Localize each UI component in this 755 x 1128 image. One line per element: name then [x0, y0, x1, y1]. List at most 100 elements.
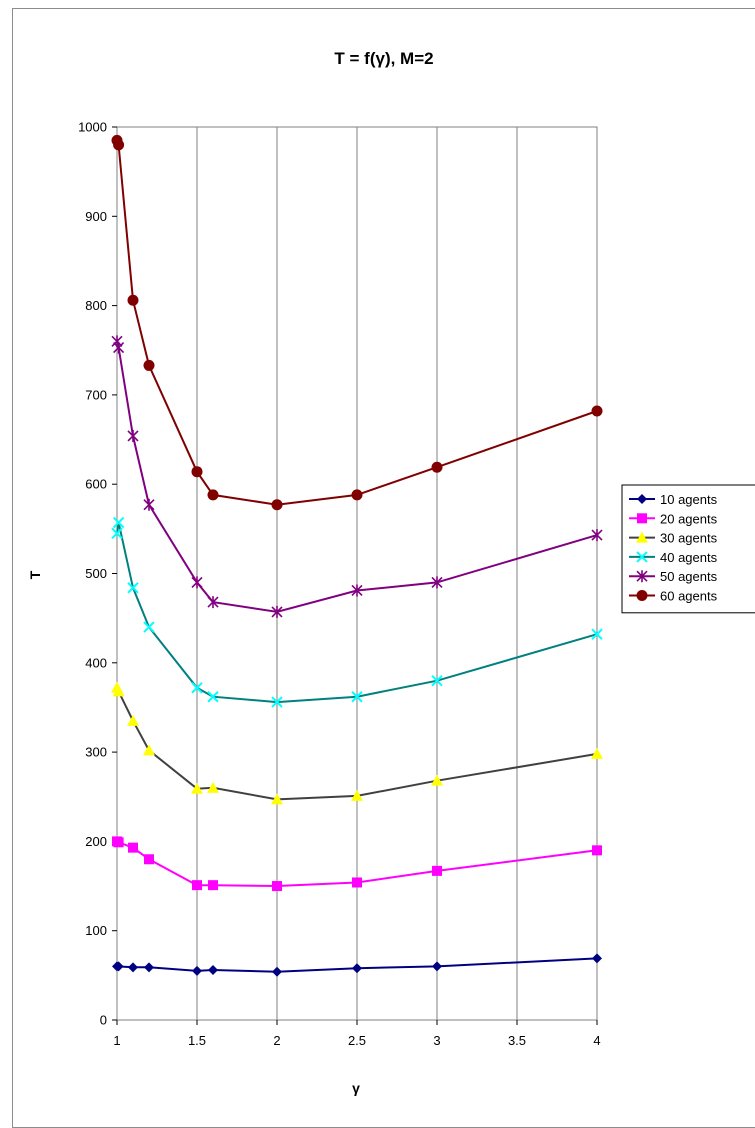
data-point — [432, 961, 442, 972]
series-60-agents — [111, 134, 603, 511]
series-20-agents — [112, 836, 602, 892]
x-tick-label: 3 — [433, 1033, 440, 1048]
data-point — [143, 359, 155, 371]
data-point — [143, 621, 155, 633]
x-tick-label: 1.5 — [188, 1033, 206, 1048]
y-axis-ticks: 0 100 200 300 400 500 600 700 800 900 1000 — [78, 120, 117, 1028]
data-point — [113, 139, 125, 151]
data-point — [143, 498, 155, 511]
data-point — [351, 691, 363, 703]
data-point — [113, 341, 125, 354]
legend-item: 40 agents — [629, 550, 718, 565]
data-point — [128, 962, 138, 973]
data-point — [111, 527, 123, 540]
chart-title: T = f(γ), M=2 — [334, 49, 433, 68]
legend-label: 10 agents — [660, 492, 718, 507]
data-point — [431, 576, 443, 589]
data-point — [191, 782, 203, 794]
x-tick-label: 1 — [113, 1033, 120, 1048]
legend-label: 50 agents — [660, 569, 718, 584]
legend-item: 60 agents — [629, 589, 718, 604]
data-point — [591, 529, 603, 542]
data-point — [591, 405, 603, 417]
data-point — [191, 682, 203, 694]
series-50-agents — [111, 335, 603, 618]
y-tick-label: 400 — [85, 655, 107, 670]
data-point — [431, 674, 443, 687]
data-point — [352, 877, 362, 888]
y-tick-label: 900 — [85, 209, 107, 224]
legend-label: 30 agents — [660, 531, 718, 546]
data-point — [112, 516, 125, 529]
data-point — [272, 881, 282, 892]
data-point — [113, 961, 124, 972]
data-point — [144, 854, 154, 865]
legend: 10 agents 20 agents 30 agents 40 agents 50 a… — [621, 484, 755, 614]
y-tick-label: 500 — [85, 566, 107, 581]
legend-marker — [637, 494, 647, 504]
data-point — [271, 793, 283, 805]
legend-marker — [636, 570, 648, 583]
data-point — [207, 781, 219, 793]
data-point — [208, 880, 218, 891]
data-point — [113, 837, 124, 848]
legend-marker — [636, 551, 648, 563]
legend-item: 10 agents — [629, 492, 718, 507]
legend-label: 20 agents — [660, 511, 718, 526]
x-axis-label: γ — [352, 1080, 360, 1096]
y-tick-label: 1000 — [78, 120, 107, 135]
data-point — [592, 953, 602, 964]
data-point — [591, 628, 603, 640]
data-point — [127, 429, 139, 442]
series-line-60-agents — [116, 140, 598, 506]
x-tick-label: 3.5 — [508, 1033, 526, 1048]
x-tick-label: 4 — [593, 1033, 600, 1048]
x-tick-label: 2.5 — [348, 1033, 366, 1048]
series-group — [111, 134, 603, 977]
legend-item: 20 agents — [629, 511, 718, 526]
data-point — [272, 966, 282, 977]
data-point — [207, 489, 219, 501]
legend-label: 60 agents — [660, 589, 718, 604]
legend-label: 40 agents — [660, 550, 718, 565]
y-tick-label: 600 — [85, 477, 107, 492]
y-tick-label: 700 — [85, 387, 107, 402]
data-point — [207, 691, 219, 703]
data-point — [192, 880, 202, 891]
y-tick-label: 100 — [85, 923, 107, 938]
legend-item: 50 agents — [629, 569, 718, 584]
data-point — [191, 466, 203, 478]
data-point — [351, 789, 363, 801]
data-point — [432, 865, 442, 876]
series-line-30-agents — [116, 687, 598, 801]
legend-marker — [637, 513, 647, 524]
data-point — [208, 964, 218, 975]
y-tick-label: 200 — [85, 834, 107, 849]
series-10-agents — [112, 953, 602, 977]
data-point — [191, 576, 203, 589]
series-line-20-agents — [116, 840, 598, 888]
data-point — [112, 685, 125, 697]
data-point — [143, 744, 155, 756]
data-point — [592, 845, 602, 856]
data-point — [271, 605, 283, 618]
data-point — [591, 747, 603, 759]
data-point — [127, 714, 139, 726]
data-point — [271, 696, 283, 708]
data-point — [351, 489, 363, 501]
series-30-agents — [111, 681, 603, 805]
data-point — [127, 582, 139, 594]
y-axis-label: T — [27, 570, 43, 579]
legend-marker — [636, 531, 648, 543]
x-tick-label: 2 — [273, 1033, 280, 1048]
series-line-50-agents — [116, 341, 598, 613]
series-line-10-agents — [117, 957, 598, 973]
y-tick-label: 0 — [100, 1013, 107, 1028]
data-point — [192, 965, 202, 976]
y-tick-label: 300 — [85, 745, 107, 760]
data-point — [351, 584, 363, 597]
data-point — [271, 499, 283, 511]
legend-item: 30 agents — [629, 531, 718, 546]
data-point — [144, 962, 154, 973]
